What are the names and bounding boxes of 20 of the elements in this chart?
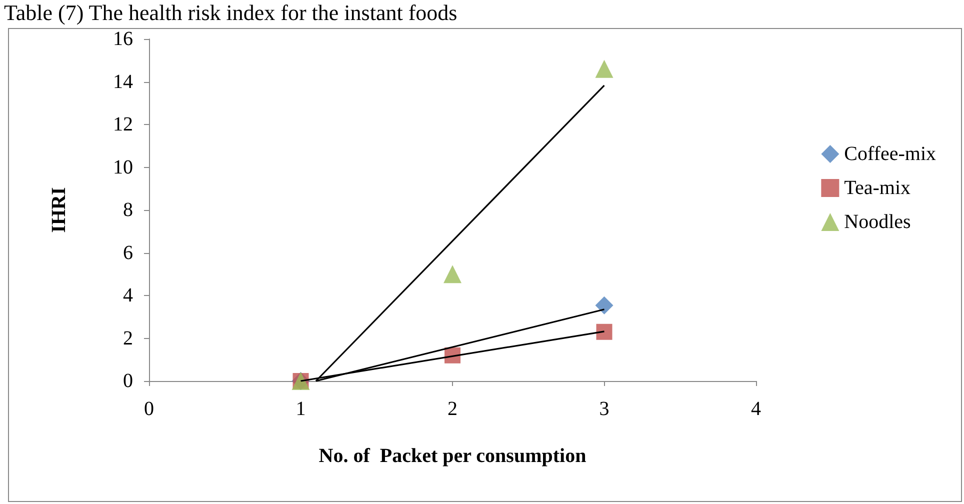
x-tick-label: 1 [296, 398, 306, 420]
legend-label: Noodles [844, 211, 912, 233]
x-tick-label: 3 [599, 398, 610, 420]
x-axis-title: No. of Packet per consumption [318, 445, 586, 467]
y-tick-label: 0 [123, 370, 133, 392]
y-tick-label: 6 [123, 242, 133, 264]
x-tick-label: 4 [751, 398, 761, 420]
y-tick-label: 2 [123, 327, 133, 350]
y-axis-title: IHRI [48, 187, 70, 233]
y-tick-label: 12 [113, 114, 133, 136]
y-tick-label: 14 [113, 70, 133, 93]
y-tick-label: 10 [113, 156, 133, 178]
y-tick-label: 4 [123, 284, 133, 306]
legend-label: Tea-mix [844, 177, 911, 199]
legend-label: Coffee-mix [844, 143, 936, 165]
chart-title: Table (7) The health risk index for the instant foods [4, 0, 458, 26]
y-tick-label: 8 [123, 199, 133, 221]
x-tick-label: 0 [144, 398, 154, 420]
y-tick-label: 16 [113, 28, 133, 50]
x-tick-label: 2 [448, 398, 458, 420]
